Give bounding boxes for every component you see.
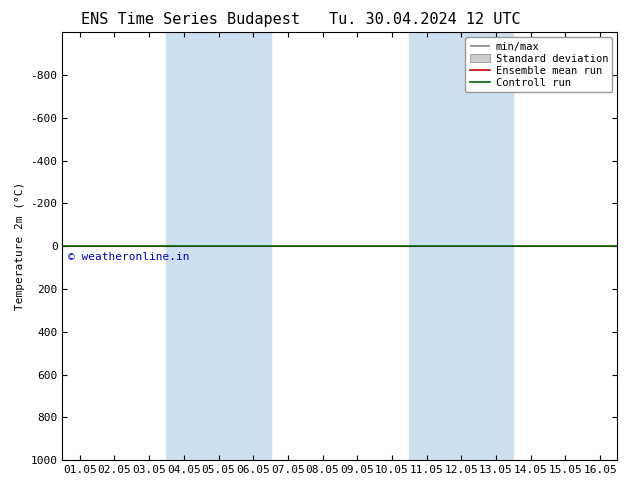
- Legend: min/max, Standard deviation, Ensemble mean run, Controll run: min/max, Standard deviation, Ensemble me…: [465, 37, 612, 92]
- Bar: [410, 32, 514, 460]
- Text: Tu. 30.04.2024 12 UTC: Tu. 30.04.2024 12 UTC: [329, 12, 521, 27]
- Text: © weatheronline.in: © weatheronline.in: [68, 252, 190, 262]
- Bar: [167, 32, 271, 460]
- Y-axis label: Temperature 2m (°C): Temperature 2m (°C): [15, 182, 25, 310]
- Text: ENS Time Series Budapest: ENS Time Series Budapest: [81, 12, 300, 27]
